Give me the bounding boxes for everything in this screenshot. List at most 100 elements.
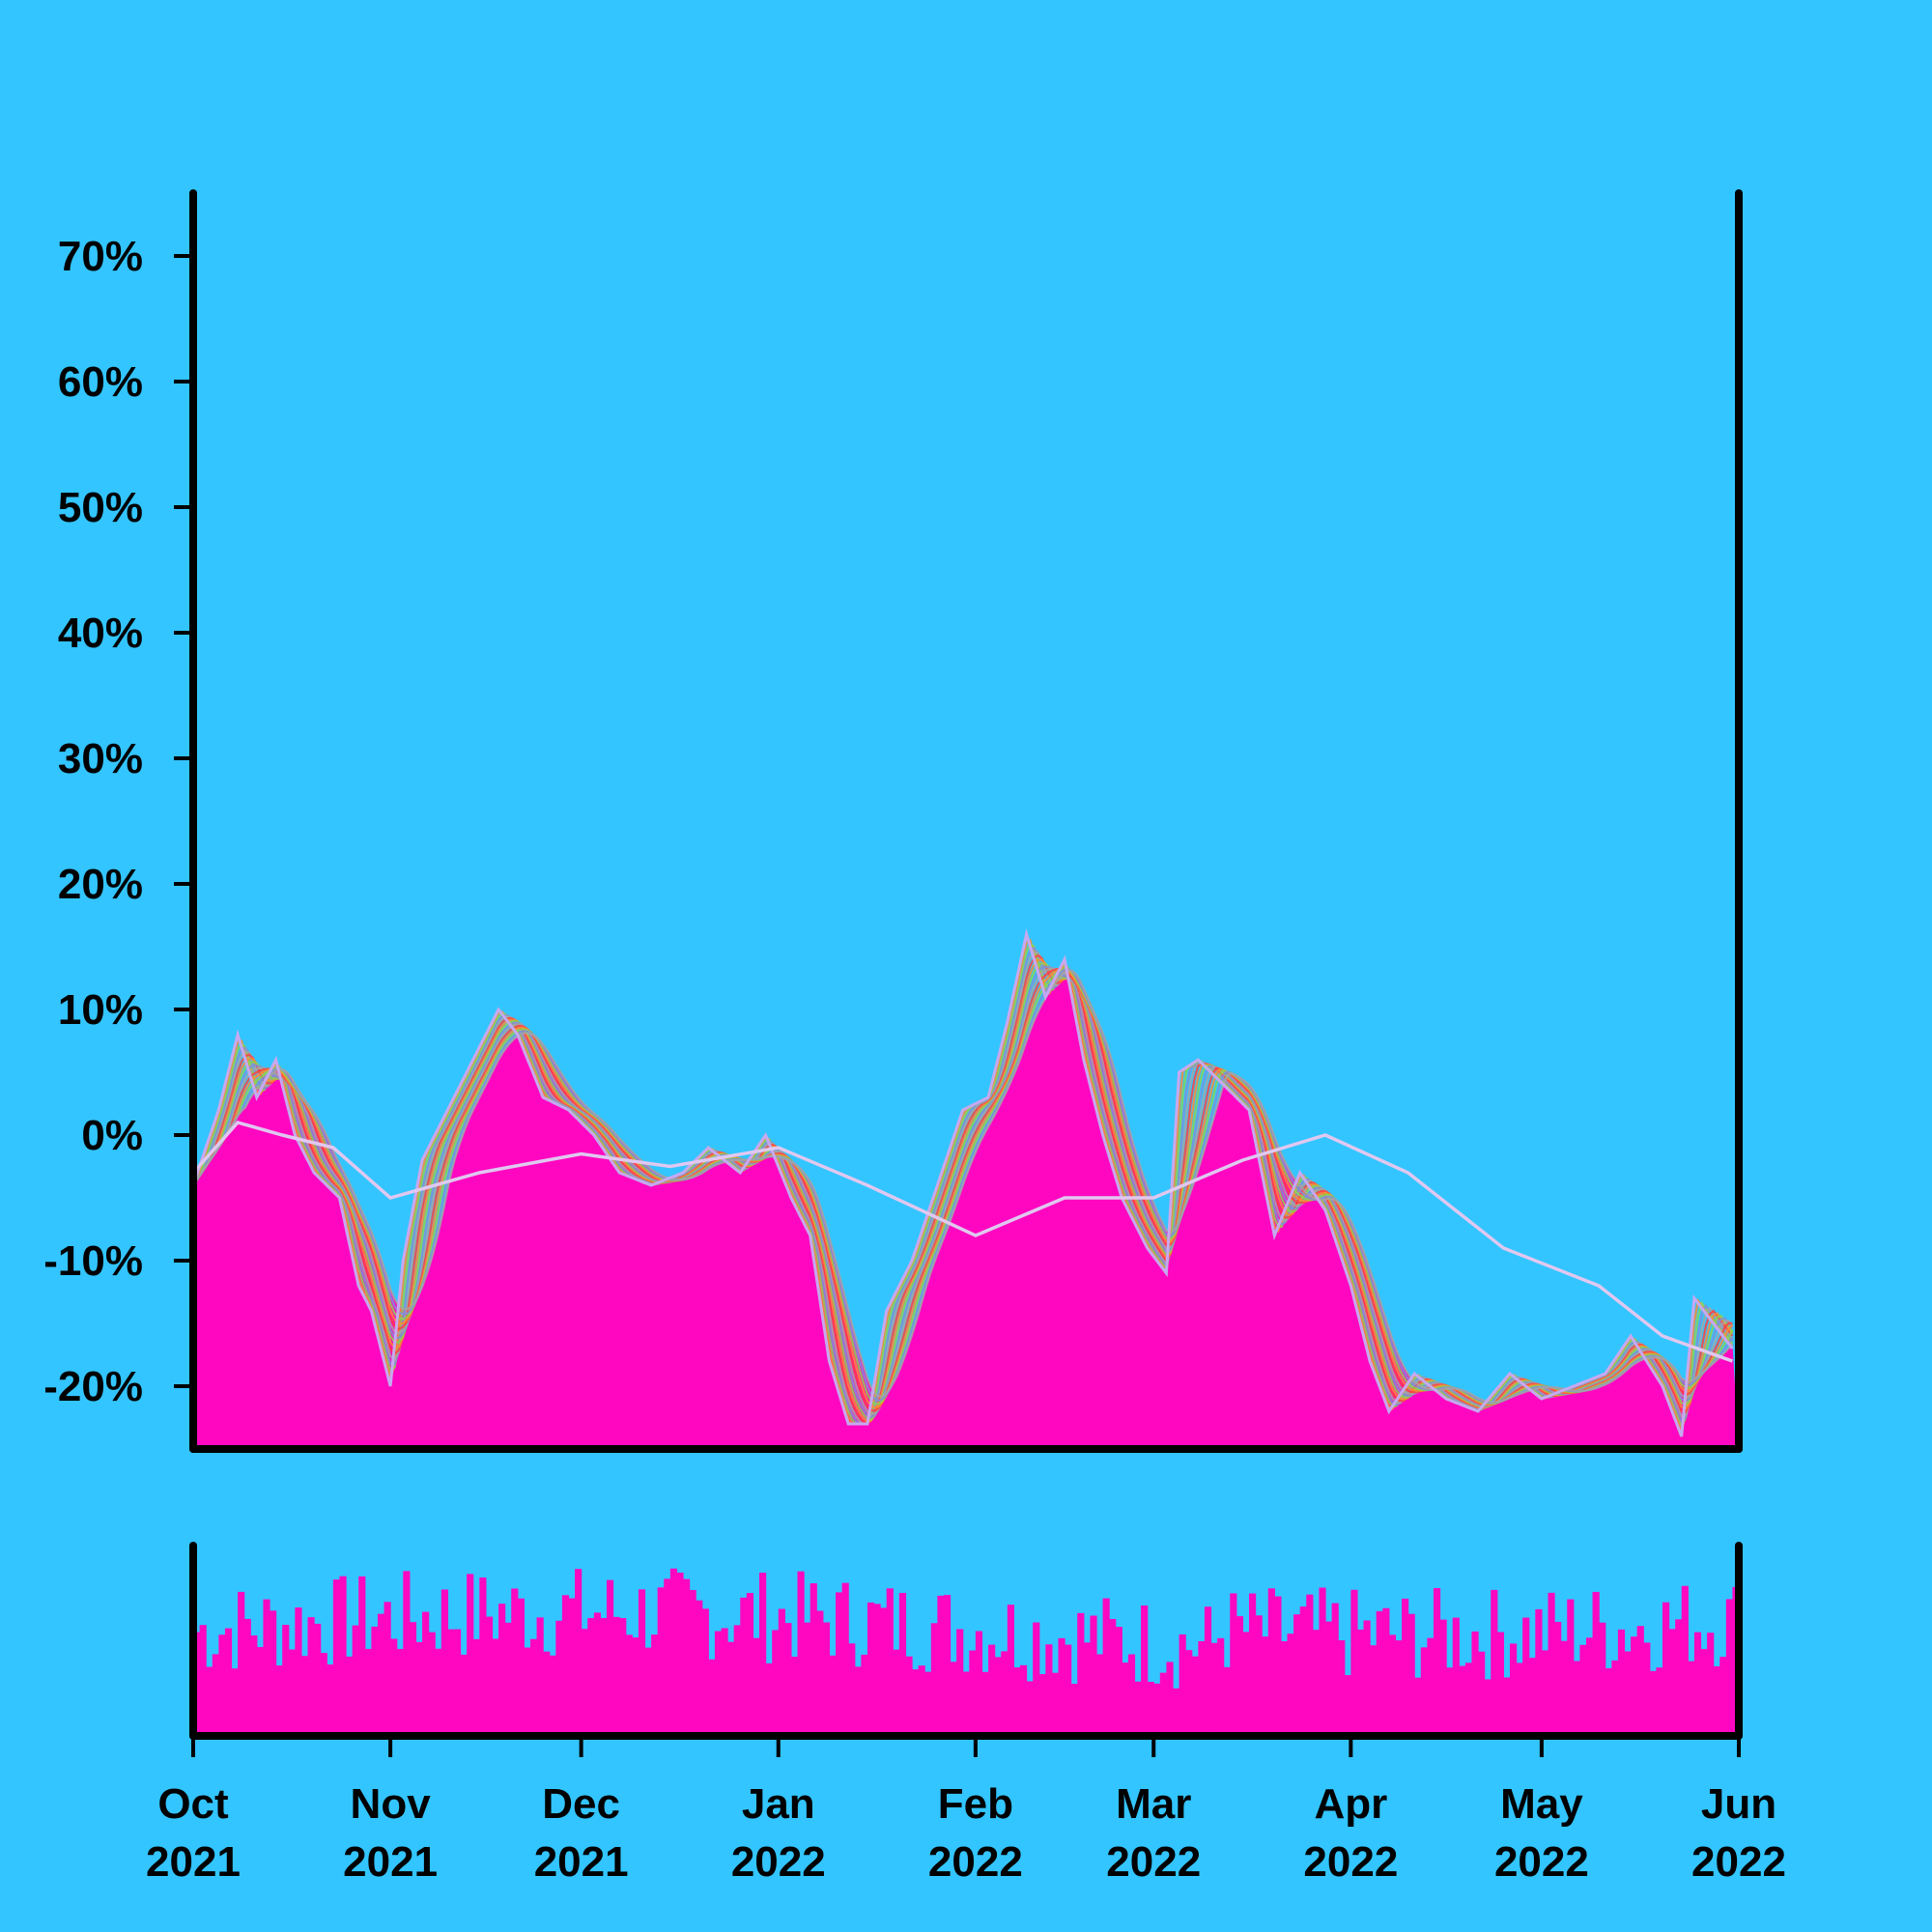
x-tick-year-label: 2022: [1494, 1838, 1589, 1886]
x-tick-year-label: 2022: [1106, 1838, 1201, 1886]
volume-bar: [1070, 1684, 1078, 1736]
x-tick-year-label: 2022: [731, 1838, 826, 1886]
volume-bar: [415, 1641, 423, 1736]
volume-bar: [1007, 1605, 1014, 1736]
volume-bar: [1312, 1630, 1321, 1736]
volume-bar: [873, 1604, 881, 1736]
volume-bar: [243, 1618, 251, 1736]
volume-bar: [1446, 1667, 1454, 1736]
volume-bar: [1115, 1627, 1122, 1736]
volume-bar: [784, 1623, 792, 1736]
volume-bar: [1249, 1593, 1257, 1736]
x-tick-year-label: 2021: [343, 1838, 438, 1886]
volume-bar: [1033, 1622, 1040, 1736]
volume-bar: [1554, 1621, 1562, 1736]
volume-bar: [1127, 1654, 1136, 1736]
volume-bar: [529, 1638, 538, 1736]
volume-bar: [867, 1602, 875, 1736]
volume-bar: [1605, 1667, 1612, 1736]
volume-bar: [1204, 1606, 1212, 1736]
volume-bar: [975, 1631, 983, 1736]
volume-bar: [467, 1574, 474, 1736]
volume-bar: [581, 1629, 588, 1736]
volume-bar: [1223, 1666, 1231, 1736]
volume-bar: [1159, 1672, 1167, 1736]
volume-bar: [263, 1599, 270, 1736]
y-tick-label: -10%: [43, 1237, 143, 1285]
x-tick-month-label: Oct: [157, 1780, 229, 1828]
volume-bar: [1599, 1622, 1606, 1736]
volume-bar: [440, 1589, 448, 1736]
volume-bar: [384, 1602, 391, 1736]
volume-bar: [689, 1589, 696, 1736]
volume-bar: [669, 1568, 678, 1736]
volume-bar: [1496, 1632, 1504, 1736]
volume-bar: [1491, 1589, 1498, 1736]
volume-bar: [1325, 1621, 1333, 1736]
volume-bar: [816, 1610, 824, 1736]
volume-bar: [912, 1669, 920, 1736]
y-tick-label: 0%: [81, 1112, 143, 1159]
volume-bar: [224, 1628, 233, 1736]
volume-bar: [1065, 1644, 1072, 1736]
volume-bar: [638, 1589, 646, 1736]
volume-bar: [918, 1665, 925, 1736]
volume-bar: [822, 1622, 831, 1736]
volume-bar: [956, 1629, 964, 1736]
volume-bar: [250, 1635, 258, 1736]
volume-bar: [1095, 1654, 1104, 1736]
volume-bar: [460, 1654, 468, 1736]
area-fill: [193, 970, 1739, 1449]
volume-bar: [1299, 1606, 1307, 1736]
volume-bar: [307, 1617, 315, 1736]
volume-bar: [1478, 1651, 1486, 1736]
volume-bar: [1045, 1644, 1053, 1736]
volume-bar: [1077, 1612, 1085, 1736]
volume-bar: [327, 1664, 334, 1736]
volume-bar: [555, 1620, 563, 1736]
volume-bar: [1198, 1640, 1206, 1736]
volume-bar: [428, 1632, 436, 1736]
volume-bar: [549, 1655, 556, 1736]
volume-bar: [606, 1579, 614, 1736]
volume-bar: [886, 1588, 894, 1736]
volume-bar: [1166, 1662, 1174, 1736]
volume-bar: [1363, 1620, 1371, 1736]
volume-bar: [632, 1637, 639, 1736]
volume-bar: [1439, 1619, 1447, 1736]
x-tick-month-label: Feb: [938, 1780, 1013, 1828]
volume-bar: [1662, 1602, 1670, 1736]
volume-bar: [561, 1595, 570, 1736]
volume-bar: [1675, 1619, 1683, 1736]
volume-bar: [511, 1588, 519, 1736]
volume-bar: [708, 1659, 716, 1736]
volume-bar: [371, 1626, 379, 1736]
volume-bar: [1420, 1647, 1428, 1736]
volume-bar: [364, 1648, 372, 1736]
volume-bar: [778, 1608, 785, 1736]
volume-bar: [1700, 1649, 1708, 1736]
volume-bar: [199, 1625, 207, 1736]
volume-bar: [714, 1631, 723, 1736]
volume-bar: [797, 1571, 805, 1736]
volume-bar: [1528, 1658, 1536, 1736]
y-tick-label: 30%: [58, 735, 143, 782]
volume-bar: [231, 1668, 239, 1736]
axes: [189, 189, 1743, 1740]
volume-bar: [575, 1569, 582, 1736]
volume-bar: [924, 1671, 932, 1736]
volume-bar: [759, 1573, 767, 1736]
volume-bar: [981, 1671, 989, 1736]
volume-bar: [498, 1604, 506, 1736]
volume-bar: [861, 1654, 868, 1736]
volume-bar: [536, 1617, 544, 1736]
volume-bar: [854, 1666, 862, 1736]
volume-bar: [1611, 1660, 1619, 1736]
volume-bar: [836, 1592, 843, 1736]
volume-bar: [1147, 1682, 1154, 1736]
volume-bar: [320, 1653, 327, 1736]
volume-bar: [753, 1637, 760, 1736]
volume-bar: [1013, 1667, 1021, 1736]
volume-bar: [212, 1654, 219, 1736]
volume-bar: [282, 1625, 290, 1736]
